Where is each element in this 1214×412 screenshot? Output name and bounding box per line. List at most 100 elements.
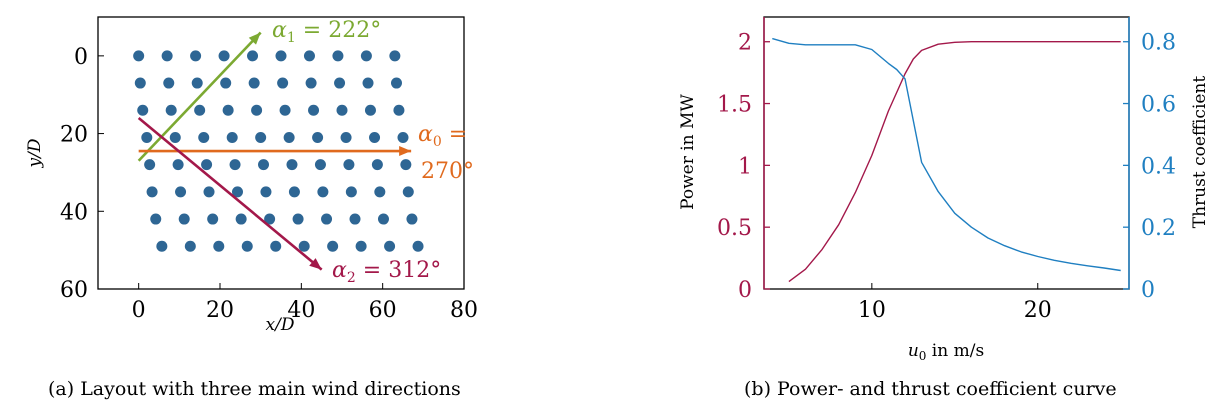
turbine-dot [270, 240, 282, 252]
layout-x-tick-label: 20 [206, 298, 234, 323]
turbine-dot [371, 159, 383, 171]
turbine-dot [334, 77, 346, 89]
turbine-dot [258, 159, 270, 171]
power-tick-label: 1.5 [717, 93, 752, 118]
turbine-dot [327, 240, 339, 252]
turbine-dot [163, 77, 175, 89]
layout-x-tick-label: 40 [287, 298, 315, 323]
turbine-dot [260, 186, 272, 198]
thrust-axis-label: Thrust coefficient [1190, 76, 1210, 229]
turbine-dot [220, 77, 232, 89]
wind-arrow-line [137, 117, 323, 271]
layout-x-tick-label: 0 [132, 298, 146, 323]
layout-plot-frame [97, 16, 465, 290]
caption-b: (b) Power- and thrust coefficient curve [744, 378, 1117, 400]
turbine-dot [137, 104, 149, 116]
turbine-dot [213, 240, 225, 252]
turbine-dot [222, 104, 234, 116]
layout-x-tick-label: 60 [369, 298, 397, 323]
turbine-dot [292, 213, 304, 225]
turbine-dot [229, 159, 241, 171]
turbine-dot [397, 131, 409, 143]
turbine-dot [298, 240, 310, 252]
turbine-dot [279, 104, 291, 116]
turbine-dot [305, 77, 317, 89]
turbine-dot [369, 131, 381, 143]
wind-label-alpha1: α1 = 222° [272, 18, 381, 46]
turbine-dot [144, 159, 156, 171]
turbine-dot [218, 50, 230, 62]
turbine-dot [314, 159, 326, 171]
turbine-dot [191, 77, 203, 89]
turbine-dot [172, 159, 184, 171]
curve-x-axis-label: u0 in m/s [908, 341, 984, 363]
turbine-dot [393, 104, 405, 116]
power-tick-label: 1 [738, 154, 752, 179]
turbine-dot [384, 240, 396, 252]
turbine-dot [390, 77, 402, 89]
curve-lines [772, 37, 1121, 283]
turbine-dot [184, 240, 196, 252]
turbine-dot [235, 213, 247, 225]
turbine-dots [133, 50, 424, 252]
turbine-dot [156, 240, 168, 252]
turbine-dot [165, 104, 177, 116]
layout-x-tick-label: 80 [450, 298, 478, 323]
thrust-curve [772, 37, 1121, 272]
turbine-dot [150, 213, 162, 225]
wind-arrow-head [309, 258, 322, 270]
thrust-tick-label: 0.2 [1141, 216, 1176, 241]
wind-direction-arrows [137, 31, 412, 271]
turbine-dot [283, 131, 295, 143]
turbine-dot [312, 131, 324, 143]
turbine-dot [207, 213, 219, 225]
turbine-dot [321, 213, 333, 225]
turbine-dot [134, 77, 146, 89]
wind-arrow-line [137, 31, 262, 162]
layout-y-tick-label: 40 [60, 200, 88, 225]
turbine-dot [255, 131, 267, 143]
turbine-dot [336, 104, 348, 116]
turbine-dot [345, 186, 357, 198]
turbine-dot [364, 104, 376, 116]
turbine-dot [231, 186, 243, 198]
turbine-dot [303, 50, 315, 62]
turbine-dot [400, 159, 412, 171]
wind-arrow-head [399, 146, 412, 157]
power-tick-label: 0 [738, 278, 752, 303]
thrust-tick-label: 0 [1141, 278, 1155, 303]
turbine-dot [340, 131, 352, 143]
curve-x-tick-label: 10 [858, 298, 886, 323]
layout-y-tick-label: 60 [60, 278, 88, 303]
turbine-dot [201, 159, 213, 171]
turbine-dot [374, 186, 386, 198]
turbine-dot [406, 213, 418, 225]
turbine-dot [377, 213, 389, 225]
caption-a: (a) Layout with three main wind directio… [48, 378, 461, 400]
layout-y-tick-label: 0 [74, 45, 88, 70]
wind-label-alpha0: α0 = [418, 122, 467, 150]
turbine-dot [389, 50, 401, 62]
turbine-dot [175, 186, 187, 198]
turbine-dot [247, 50, 259, 62]
wind-label-alpha2: α2 = 312° [332, 258, 441, 286]
turbine-dot [161, 50, 173, 62]
power-axis-label: Power in MW [678, 94, 698, 210]
turbine-dot [355, 240, 367, 252]
thrust-tick-label: 0.8 [1141, 31, 1176, 56]
turbine-dot [412, 240, 424, 252]
turbine-dot [146, 186, 158, 198]
turbine-dot [275, 50, 287, 62]
turbine-dot [133, 50, 145, 62]
power-tick-label: 2 [738, 31, 752, 56]
turbine-dot [349, 213, 361, 225]
thrust-tick-label: 0.4 [1141, 154, 1176, 179]
turbine-dot [251, 104, 263, 116]
curve-x-tick-label: 20 [1024, 298, 1052, 323]
wind-arrow-head [248, 32, 261, 45]
layout-x-axis-label: x/D [266, 315, 295, 335]
power-plot-frame [763, 16, 1130, 290]
turbine-dot [241, 240, 253, 252]
